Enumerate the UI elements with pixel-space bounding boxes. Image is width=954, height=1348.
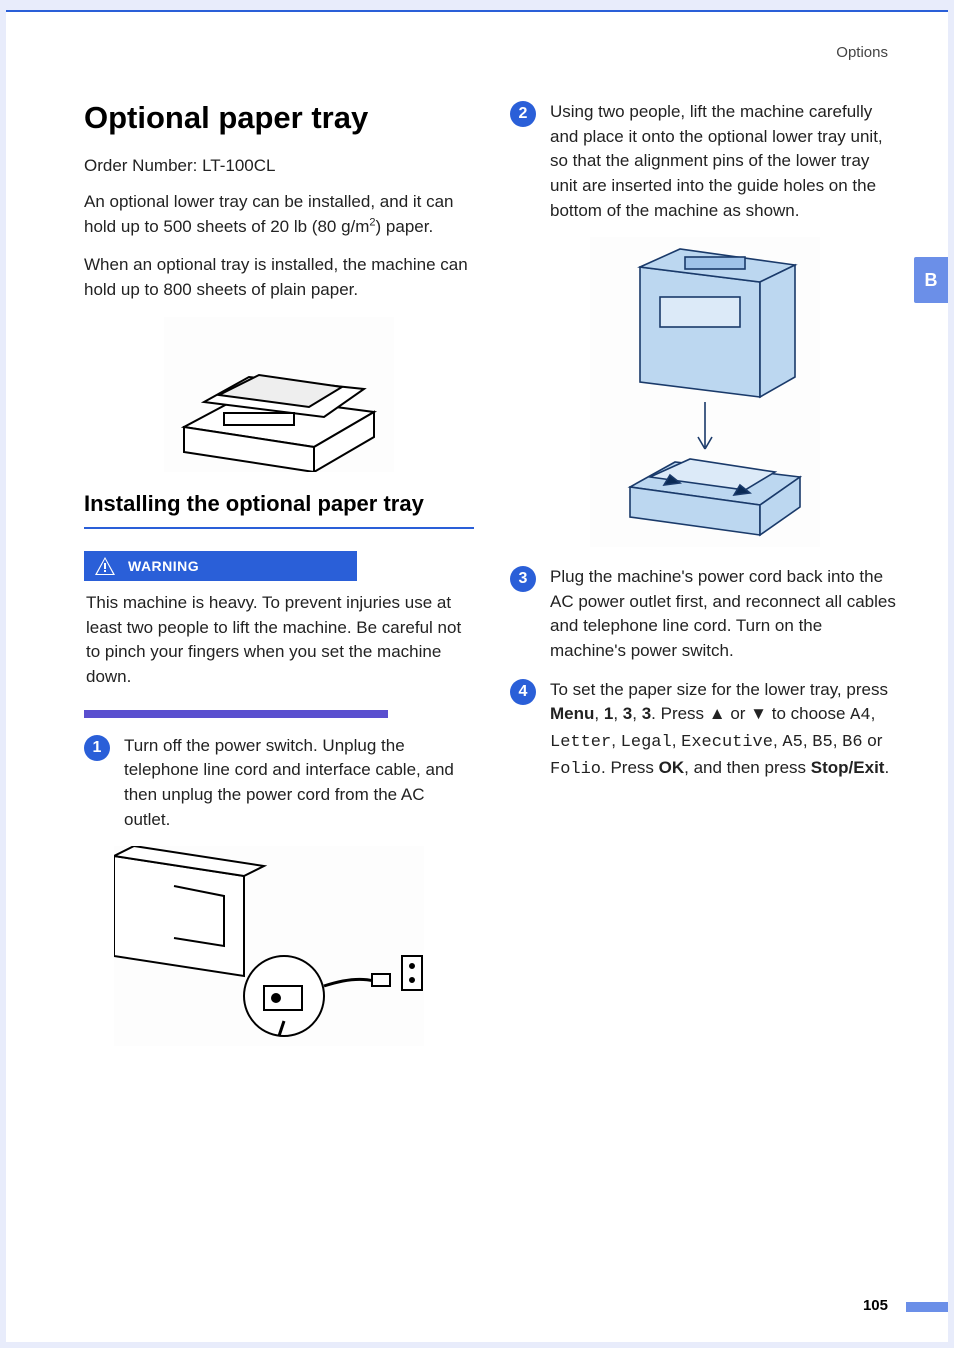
step-3-badge: 3 xyxy=(510,566,536,592)
warning-bar: WARNING xyxy=(84,551,357,581)
s4-oc3: , xyxy=(672,731,681,750)
s4-opt8: Folio xyxy=(550,760,601,779)
page-number-bar xyxy=(906,1302,948,1312)
step-2: 2 Using two people, lift the machine car… xyxy=(510,100,900,223)
s4-oc2: , xyxy=(611,731,620,750)
header-category: Options xyxy=(836,44,888,61)
s4-menu: Menu xyxy=(550,704,594,723)
step-2-text: Using two people, lift the machine caref… xyxy=(550,100,900,223)
warning-end-bar xyxy=(84,710,388,718)
s4-mid3: . Press xyxy=(601,758,659,777)
step-1-badge: 1 xyxy=(84,735,110,761)
printer-on-tray-illustration xyxy=(590,237,820,547)
install-subheading: Installing the optional paper tray xyxy=(84,490,474,518)
s4-oc6: , xyxy=(833,731,842,750)
intro-paragraph-2: When an optional tray is installed, the … xyxy=(84,253,474,302)
s4-c2: , xyxy=(613,704,622,723)
step-3-text: Plug the machine's power cord back into … xyxy=(550,565,900,664)
order-number: Order Number: LT-100CL xyxy=(84,156,474,176)
s4-oc4: , xyxy=(773,731,782,750)
left-column: Optional paper tray Order Number: LT-100… xyxy=(84,100,474,1064)
warning-text: This machine is heavy. To prevent injuri… xyxy=(84,581,474,702)
s4-pre: To set the paper size for the lower tray… xyxy=(550,680,888,699)
s4-c3: , xyxy=(632,704,641,723)
step-4-badge: 4 xyxy=(510,679,536,705)
page-title: Optional paper tray xyxy=(84,100,474,136)
s4-k2: 3 xyxy=(623,704,632,723)
s4-opt5: A5 xyxy=(782,733,802,752)
s4-opt3: Legal xyxy=(621,733,672,752)
step-4-text: To set the paper size for the lower tray… xyxy=(550,678,900,783)
right-column: 2 Using two people, lift the machine car… xyxy=(510,100,900,1064)
step-1: 1 Turn off the power switch. Unplug the … xyxy=(84,734,474,833)
page-number: 105 xyxy=(863,1297,888,1314)
s4-opt6: B5 xyxy=(812,733,832,752)
s4-c1: , xyxy=(594,704,603,723)
section-tab: B xyxy=(914,257,948,303)
down-arrow-icon: ▼ xyxy=(750,704,767,723)
intro-paragraph-1: An optional lower tray can be installed,… xyxy=(84,190,474,239)
s4-oc5: , xyxy=(803,731,812,750)
s4-k3: 3 xyxy=(642,704,651,723)
s4-mid1: . Press xyxy=(651,704,709,723)
s4-stop: Stop/Exit xyxy=(811,758,885,777)
accent-rule xyxy=(84,527,474,529)
s4-opt1: A4 xyxy=(850,706,870,725)
s4-k1: 1 xyxy=(604,704,613,723)
s4-ok: OK xyxy=(659,758,685,777)
s4-opt7: B6 xyxy=(842,733,862,752)
s4-oc1: , xyxy=(871,704,876,723)
step-1-text: Turn off the power switch. Unplug the te… xyxy=(124,734,474,833)
s4-end: . xyxy=(884,758,889,777)
step-3: 3 Plug the machine's power cord back int… xyxy=(510,565,900,664)
s4-mid2: to choose xyxy=(767,704,850,723)
up-arrow-icon: ▲ xyxy=(709,704,726,723)
step-4: 4 To set the paper size for the lower tr… xyxy=(510,678,900,783)
warning-label: WARNING xyxy=(128,558,199,574)
s4-or: or xyxy=(726,704,751,723)
s4-or2: or xyxy=(863,731,883,750)
unplug-illustration xyxy=(114,846,424,1046)
s4-mid4: , and then press xyxy=(684,758,811,777)
tray-illustration xyxy=(164,317,394,472)
step-2-badge: 2 xyxy=(510,101,536,127)
intro-p1-b: ) paper. xyxy=(376,217,434,236)
warning-triangle-icon xyxy=(94,556,116,576)
warning-box: WARNING This machine is heavy. To preven… xyxy=(84,551,474,702)
s4-opt4: Executive xyxy=(681,733,773,752)
s4-opt2: Letter xyxy=(550,733,611,752)
